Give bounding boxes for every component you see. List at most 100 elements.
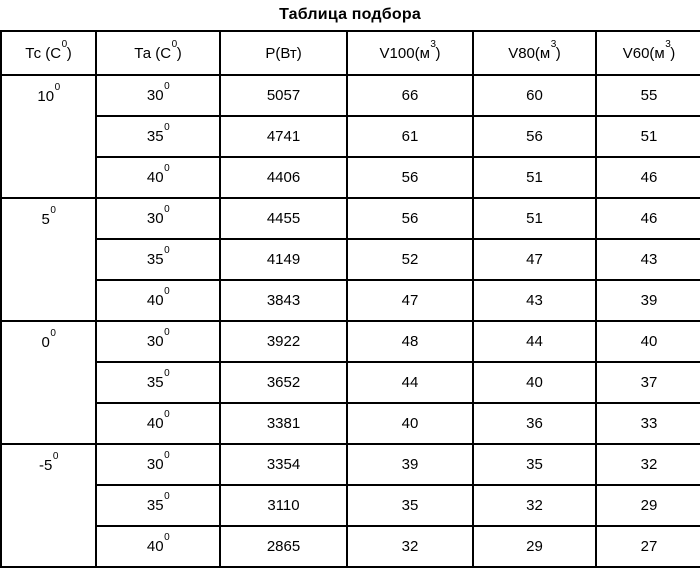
table-row: 350 4741 61 56 51 [1, 115, 700, 158]
v100-value-cell: 32 [346, 525, 474, 568]
v60-value-cell: 27 [595, 525, 700, 568]
tc-superscript: 0 [50, 328, 56, 339]
header-suffix: ) [670, 44, 676, 62]
p-value-cell: 4741 [219, 115, 348, 158]
ta-superscript: 0 [164, 491, 170, 502]
ta-value: 35 [146, 374, 164, 391]
ta-superscript: 0 [164, 450, 170, 461]
tc-group-cell: -50 [0, 443, 97, 568]
v80-value-cell: 44 [472, 320, 597, 363]
column-header-p: Р(Вт) [219, 30, 348, 76]
ta-value-cell: 350 [95, 115, 221, 158]
table-title: Таблица подбора [279, 6, 421, 23]
ta-value-cell: 300 [95, 197, 221, 240]
tc-value: -5 [39, 457, 53, 474]
header-text: Тс (С [25, 44, 62, 62]
ta-superscript: 0 [164, 368, 170, 379]
ta-value: 40 [146, 169, 164, 186]
table-row: 00 300 3922 48 44 40 [0, 320, 700, 445]
v100-value-cell: 48 [346, 320, 474, 363]
v60-value-cell: 39 [595, 279, 700, 322]
ta-value: 35 [146, 497, 164, 514]
v100-value-cell: 39 [346, 443, 474, 486]
header-superscript: 0 [171, 38, 178, 50]
ta-value: 35 [146, 251, 164, 268]
header-text: Та (С [134, 44, 172, 62]
header-text: Р(Вт) [265, 44, 302, 62]
ta-value-cell: 350 [95, 484, 221, 527]
v60-value-cell: 55 [595, 74, 700, 117]
v100-value-cell: 56 [346, 197, 474, 240]
p-value-cell: 3843 [219, 279, 348, 322]
v60-value-cell: 32 [595, 443, 700, 486]
ta-superscript: 0 [164, 286, 170, 297]
p-value-cell: 4149 [219, 238, 348, 281]
v60-value-cell: 51 [595, 115, 700, 158]
ta-value-cell: 300 [95, 74, 221, 117]
v60-value-cell: 40 [595, 320, 700, 363]
header-superscript: 3 [430, 38, 436, 50]
v80-value-cell: 29 [472, 525, 597, 568]
tc-superscript: 0 [52, 451, 59, 462]
tc-group-cell: 00 [0, 320, 97, 445]
column-header-v60: V60(м3) [595, 30, 700, 76]
v100-value-cell: 47 [346, 279, 474, 322]
v80-value-cell: 51 [472, 156, 597, 199]
table-row: 400 3843 47 43 39 [1, 279, 700, 322]
ta-value-cell: 350 [95, 238, 221, 281]
ta-superscript: 0 [164, 163, 170, 174]
p-value-cell: 5057 [219, 74, 348, 117]
p-value-cell: 4455 [219, 197, 348, 240]
v80-value-cell: 36 [472, 402, 597, 445]
table-row: 400 4406 56 51 46 [1, 156, 700, 199]
table-row: 350 3110 35 32 29 [1, 484, 700, 527]
p-value-cell: 3652 [219, 361, 348, 404]
v60-value-cell: 46 [595, 197, 700, 240]
header-text: V80(м [508, 44, 551, 62]
v80-value-cell: 60 [472, 74, 597, 117]
ta-superscript: 0 [164, 81, 170, 92]
table-row: 100 300 5057 66 60 55 [0, 74, 700, 199]
v100-value-cell: 44 [346, 361, 474, 404]
p-value-cell: 3381 [219, 402, 348, 445]
v100-value-cell: 52 [346, 238, 474, 281]
selection-table: Тс (С0) Та (С0) Р(Вт) V100(м3) V80(м3) V… [0, 30, 700, 568]
p-value-cell: 3354 [219, 443, 348, 486]
table-row: 400 2865 32 29 27 [1, 525, 700, 568]
v100-value-cell: 35 [346, 484, 474, 527]
table-row: 350 3652 44 40 37 [1, 361, 700, 404]
tc-value: 0 [41, 334, 50, 351]
ta-value: 40 [146, 538, 164, 555]
tc-group-cell: 100 [0, 74, 97, 199]
header-superscript: 3 [550, 38, 557, 50]
table-row: 350 4149 52 47 43 [1, 238, 700, 281]
v80-value-cell: 51 [472, 197, 597, 240]
ta-value: 35 [146, 128, 164, 145]
v80-value-cell: 56 [472, 115, 597, 158]
ta-value: 40 [146, 415, 164, 432]
v60-value-cell: 37 [595, 361, 700, 404]
tc-value: 5 [41, 211, 50, 228]
ta-value: 30 [146, 87, 164, 104]
column-header-tc: Тс (С0) [0, 30, 97, 76]
v80-value-cell: 35 [472, 443, 597, 486]
ta-value-cell: 400 [95, 525, 221, 568]
v100-value-cell: 40 [346, 402, 474, 445]
tc-group-cell: 50 [0, 197, 97, 322]
header-suffix: ) [435, 44, 441, 62]
tc-superscript: 0 [50, 205, 56, 216]
tc-value: 10 [37, 88, 55, 105]
ta-value-cell: 300 [95, 320, 221, 363]
table-row: 400 3381 40 36 33 [1, 402, 700, 445]
header-suffix: ) [555, 44, 561, 62]
ta-value-cell: 400 [95, 156, 221, 199]
ta-superscript: 0 [164, 409, 170, 420]
v100-value-cell: 61 [346, 115, 474, 158]
ta-value-cell: 300 [95, 443, 221, 486]
v80-value-cell: 43 [472, 279, 597, 322]
v80-value-cell: 32 [472, 484, 597, 527]
ta-value: 40 [146, 292, 164, 309]
ta-value: 30 [146, 333, 164, 350]
header-text: V100(м [379, 44, 430, 62]
